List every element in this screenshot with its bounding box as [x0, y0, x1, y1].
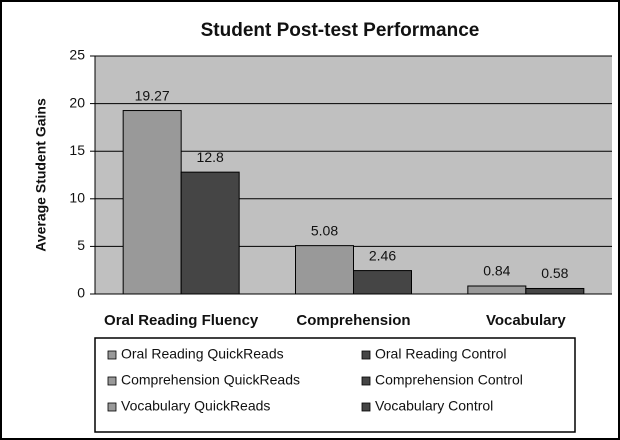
bar — [180, 171, 240, 295]
legend-swatch — [361, 402, 371, 412]
legend-swatch — [107, 402, 117, 412]
bar — [295, 245, 354, 295]
x-tick-label: Vocabulary — [486, 312, 566, 329]
y-tick-label: 0 — [77, 285, 85, 301]
y-tick-label: 15 — [69, 142, 85, 158]
legend-swatch — [107, 376, 117, 386]
bar — [122, 110, 182, 295]
chart-title: Student Post-test Performance — [201, 20, 480, 41]
y-tick-label: 10 — [69, 190, 85, 206]
x-tick-label: Oral Reading Fluency — [104, 312, 259, 329]
bar — [467, 285, 527, 295]
legend-label: Vocabulary QuickReads — [121, 398, 270, 414]
data-label: 12.8 — [197, 149, 224, 165]
data-label: 19.27 — [135, 87, 170, 103]
legend-swatch — [361, 350, 371, 360]
y-tick-label: 5 — [77, 237, 85, 253]
y-axis-label: Average Student Gains — [33, 98, 49, 252]
data-label: 2.46 — [369, 247, 396, 263]
data-label: 0.84 — [483, 263, 510, 279]
y-tick-label: 20 — [69, 94, 85, 110]
legend-label: Vocabulary Control — [375, 398, 493, 414]
legend-label: Oral Reading QuickReads — [121, 346, 284, 362]
legend-label: Oral Reading Control — [375, 346, 507, 362]
legend-box — [94, 337, 576, 433]
x-tick-label: Comprehension — [296, 312, 410, 329]
bar — [525, 287, 585, 295]
y-tick-label: 25 — [69, 47, 85, 63]
legend-label: Comprehension Control — [375, 372, 523, 388]
data-label: 5.08 — [311, 222, 338, 238]
legend-swatch — [107, 350, 117, 360]
bar — [353, 270, 412, 295]
legend-label: Comprehension QuickReads — [121, 372, 300, 388]
data-label: 0.58 — [541, 265, 568, 281]
legend-swatch — [361, 376, 371, 386]
